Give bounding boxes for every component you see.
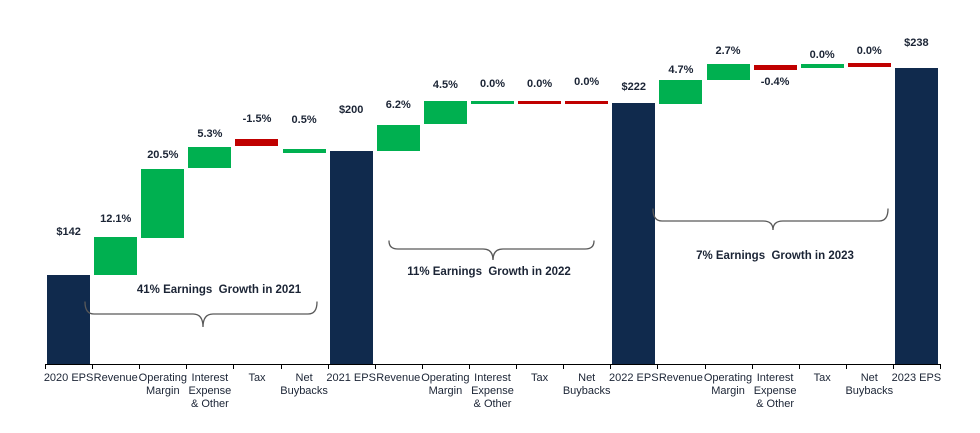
x-axis-label-tax-10: Tax bbox=[531, 372, 549, 384]
brace-label-2: 7% Earnings Growth in 2023 bbox=[696, 250, 854, 262]
waterfall-bar-operating-margin-14 bbox=[706, 63, 750, 80]
value-label-interest-expense-other-15: -0.4% bbox=[760, 75, 790, 88]
waterfall-bar-revenue-7 bbox=[376, 124, 420, 151]
curly-brace-0 bbox=[84, 301, 318, 328]
value-label-2021-eps-6: $200 bbox=[338, 104, 364, 116]
x-axis-label-revenue-7: Revenue bbox=[376, 372, 421, 384]
x-axis-label-operating-margin-2: Operating Margin bbox=[138, 372, 187, 397]
value-label-net-buybacks-17: 0.0% bbox=[856, 44, 882, 57]
x-axis-label-2023-eps-18: 2023 EPS bbox=[891, 372, 942, 384]
x-axis-label-tax-16: Tax bbox=[813, 372, 831, 384]
waterfall-bar-net-buybacks-5 bbox=[282, 149, 326, 153]
curly-brace-2 bbox=[652, 208, 889, 231]
value-label-interest-expense-other-3: 5.3% bbox=[197, 127, 223, 140]
x-axis-line bbox=[45, 364, 941, 365]
waterfall-bar-revenue-1 bbox=[94, 236, 138, 275]
waterfall-bar-net-buybacks-17 bbox=[847, 62, 891, 67]
x-axis-label-interest-expense-other-3: Interest Expense & Other bbox=[188, 372, 232, 410]
x-axis-label-2020-eps-0: 2020 EPS bbox=[43, 372, 94, 384]
x-axis-label-operating-margin-14: Operating Margin bbox=[703, 372, 753, 397]
waterfall-bar-operating-margin-8 bbox=[423, 101, 467, 125]
value-label-2023-eps-18: $238 bbox=[904, 37, 929, 50]
x-axis-label-2021-eps-6: 2021 EPS bbox=[326, 372, 376, 384]
value-label-tax-4: -1.5% bbox=[242, 113, 272, 126]
value-label-net-buybacks-11: 0.0% bbox=[574, 76, 600, 89]
x-axis-label-revenue-13: Revenue bbox=[658, 372, 703, 384]
waterfall-bar-net-buybacks-11 bbox=[565, 101, 609, 105]
value-label-operating-margin-2: 20.5% bbox=[147, 148, 179, 161]
x-axis-label-revenue-1: Revenue bbox=[93, 372, 138, 384]
value-label-revenue-7: 6.2% bbox=[385, 98, 411, 111]
brace-label-1: 11% Earnings Growth in 2022 bbox=[407, 266, 571, 278]
x-axis-label-interest-expense-other-15: Interest Expense & Other bbox=[753, 372, 797, 410]
x-axis-label-net-buybacks-11: Net Buybacks bbox=[562, 372, 611, 397]
waterfall-bar-2021-eps-6 bbox=[329, 151, 373, 364]
waterfall-bar-tax-4 bbox=[235, 139, 279, 146]
value-label-operating-margin-8: 4.5% bbox=[432, 79, 458, 92]
waterfall-bar-2023-eps-18 bbox=[894, 68, 938, 364]
value-label-interest-expense-other-9: 0.0% bbox=[479, 78, 506, 91]
waterfall-bar-2022-eps-12 bbox=[612, 103, 656, 364]
waterfall-bar-tax-16 bbox=[800, 63, 844, 68]
value-label-revenue-13: 4.7% bbox=[668, 64, 694, 76]
x-axis-label-operating-margin-8: Operating Margin bbox=[421, 372, 470, 397]
value-label-operating-margin-14: 2.7% bbox=[715, 44, 741, 57]
waterfall-bar-2020-eps-0 bbox=[47, 274, 91, 364]
value-label-2020-eps-0: $142 bbox=[56, 225, 81, 238]
x-axis-label-net-buybacks-5: Net Buybacks bbox=[280, 372, 328, 397]
x-axis-label-2022-eps-12: 2022 EPS bbox=[609, 372, 659, 384]
waterfall-bar-interest-expense-other-3 bbox=[188, 146, 232, 169]
value-label-revenue-1: 12.1% bbox=[100, 212, 132, 225]
x-axis-label-interest-expense-other-9: Interest Expense & Other bbox=[471, 372, 514, 410]
value-label-tax-16: 0.0% bbox=[809, 48, 835, 61]
x-axis-label-tax-4: Tax bbox=[248, 372, 266, 384]
curly-brace-1 bbox=[388, 240, 595, 261]
waterfall-bar-revenue-13 bbox=[659, 80, 703, 104]
waterfall-bar-operating-margin-2 bbox=[141, 168, 185, 238]
x-axis-label-net-buybacks-17: Net Buybacks bbox=[845, 372, 894, 397]
waterfall-bar-interest-expense-other-15 bbox=[753, 64, 797, 70]
brace-label-0: 41% Earnings Growth in 2021 bbox=[136, 284, 302, 296]
waterfall-bar-interest-expense-other-9 bbox=[470, 101, 514, 105]
value-label-2022-eps-12: $222 bbox=[621, 81, 647, 94]
value-label-tax-10: 0.0% bbox=[527, 78, 553, 91]
value-label-net-buybacks-5: 0.5% bbox=[291, 114, 317, 126]
waterfall-bar-tax-10 bbox=[518, 101, 562, 105]
